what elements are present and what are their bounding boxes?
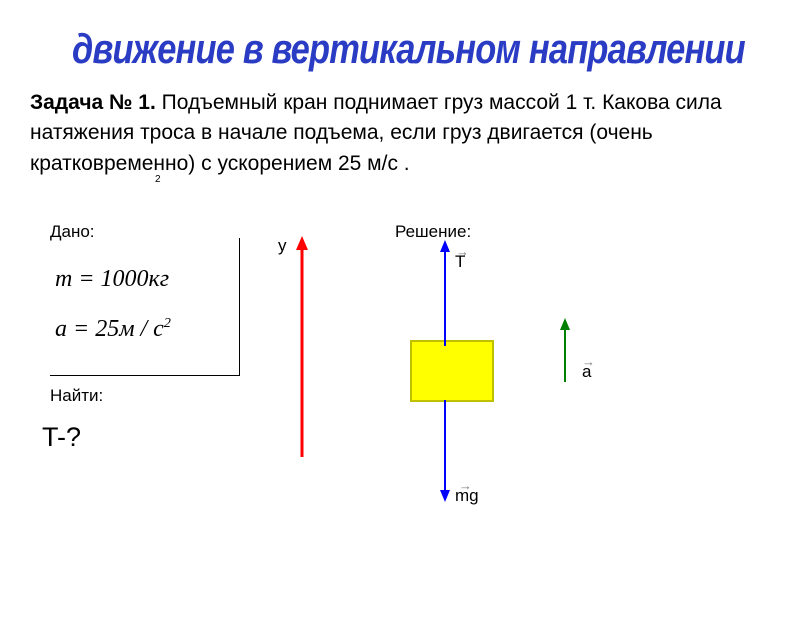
- find-value: T-?: [42, 422, 81, 453]
- find-label: Найти:: [50, 386, 103, 406]
- solution-label: Решение:: [395, 222, 471, 242]
- given-label: Дано:: [50, 222, 95, 242]
- problem-text: Задача № 1. Подъемный кран поднимает гру…: [0, 88, 800, 179]
- problem-number: Задача № 1.: [30, 91, 156, 114]
- y-axis-label: y: [278, 236, 287, 256]
- accel-arrow: [557, 318, 573, 384]
- tension-arrow: [437, 240, 453, 348]
- y-axis-arrow: [294, 236, 312, 461]
- load-block: [410, 340, 494, 402]
- tension-label: → T: [455, 252, 465, 272]
- formula-accel: a = 25м / с2: [55, 316, 171, 343]
- accel-label: → a: [582, 362, 591, 382]
- formula-mass: m = 1000кг: [55, 266, 169, 293]
- weight-arrow: [437, 400, 453, 504]
- page-title: движение в вертикальном направлении: [72, 25, 728, 73]
- work-area: Дано: m = 1000кг a = 25м / с2 Найти: T-?…: [0, 222, 800, 562]
- weight-label: → mg: [455, 486, 479, 506]
- accel-exponent-text: 2: [155, 174, 161, 185]
